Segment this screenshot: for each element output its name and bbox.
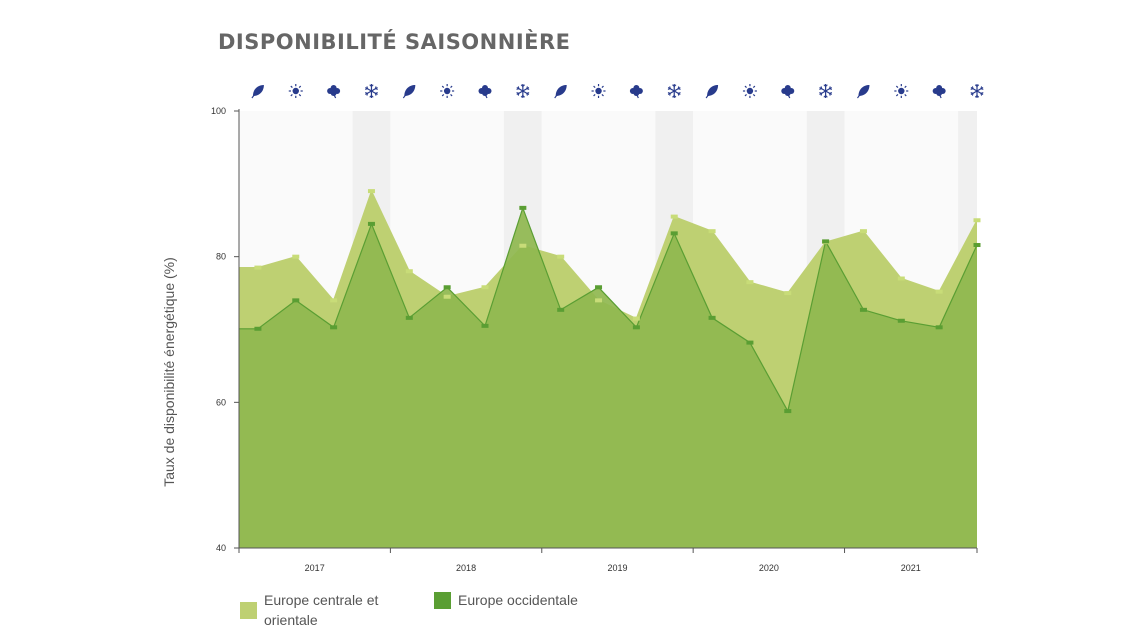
leaf-icon xyxy=(705,85,719,99)
data-point xyxy=(595,285,603,290)
leaf-icon xyxy=(402,85,416,99)
legend-swatch-central xyxy=(240,601,257,619)
area-western xyxy=(239,207,977,548)
data-point xyxy=(405,269,413,274)
data-point xyxy=(897,318,905,323)
y-tick-label: 40 xyxy=(216,543,226,553)
legend-label-central: Europe centrale et orientale xyxy=(264,592,379,628)
x-tick-label: 2019 xyxy=(607,563,627,573)
x-tick-label: 2018 xyxy=(456,563,476,573)
sun-icon xyxy=(288,84,303,98)
data-point xyxy=(367,221,375,226)
point-markers xyxy=(254,189,981,414)
data-point xyxy=(557,254,565,259)
maple-leaf-icon xyxy=(932,85,946,99)
data-point xyxy=(973,218,981,223)
season-icons xyxy=(251,84,984,99)
leaf-icon xyxy=(554,85,567,99)
data-point xyxy=(254,326,262,331)
data-point xyxy=(330,325,338,330)
data-point xyxy=(405,315,413,320)
leaf-icon xyxy=(251,85,264,99)
chart-title: DISPONIBILITÉ SAISONNIÈRE xyxy=(218,30,571,54)
data-point xyxy=(595,298,603,303)
data-point xyxy=(859,229,867,234)
maple-leaf-icon xyxy=(781,85,795,99)
legend-item-western[interactable]: Europe occidentale xyxy=(434,590,578,610)
data-point xyxy=(557,307,565,312)
data-point xyxy=(935,325,943,330)
sun-icon xyxy=(440,84,455,98)
data-point xyxy=(632,325,640,330)
data-point xyxy=(292,298,300,303)
snowflake-icon xyxy=(365,84,378,98)
sun-icon xyxy=(591,84,606,98)
data-point xyxy=(292,254,300,259)
snowflake-icon xyxy=(819,84,833,98)
maple-leaf-icon xyxy=(478,85,492,99)
leaf-icon xyxy=(857,85,870,99)
snowflake-icon xyxy=(667,84,681,98)
data-point xyxy=(973,243,981,248)
legend-label-western: Europe occidentale xyxy=(458,592,578,608)
x-tick-label: 2021 xyxy=(901,563,921,573)
data-point xyxy=(708,229,716,234)
y-tick-label: 80 xyxy=(216,252,226,262)
data-point xyxy=(708,315,716,320)
data-point xyxy=(746,340,754,345)
data-point xyxy=(330,298,338,303)
data-point xyxy=(443,294,451,299)
data-point xyxy=(254,265,262,270)
maple-leaf-icon xyxy=(629,85,643,99)
data-point xyxy=(784,409,792,414)
x-tick-label: 2020 xyxy=(759,563,779,573)
legend-item-central[interactable]: Europe centrale et orientale xyxy=(240,590,394,630)
data-point xyxy=(746,280,754,285)
y-tick-label: 60 xyxy=(216,397,226,407)
legend-swatch-western xyxy=(434,591,451,609)
snowflake-icon xyxy=(970,84,984,98)
data-point xyxy=(670,214,678,219)
data-point xyxy=(481,323,489,328)
chart-axes: 40 60 80 100 2017 2018 2019 2020 2021 xyxy=(211,106,978,573)
data-point xyxy=(367,189,375,194)
sun-icon xyxy=(894,84,909,98)
data-point xyxy=(519,205,527,210)
data-point xyxy=(481,285,489,290)
data-point xyxy=(519,243,527,248)
data-point xyxy=(822,239,830,244)
x-tick-label: 2017 xyxy=(305,563,325,573)
y-tick-label: 100 xyxy=(211,106,226,116)
data-point xyxy=(897,276,905,281)
data-point xyxy=(632,316,640,321)
data-point xyxy=(935,289,943,294)
snowflake-icon xyxy=(516,84,530,98)
data-point xyxy=(859,307,867,312)
data-point xyxy=(784,291,792,296)
maple-leaf-icon xyxy=(327,85,341,99)
data-point xyxy=(670,231,678,236)
sun-icon xyxy=(742,84,757,98)
data-point xyxy=(443,285,451,290)
